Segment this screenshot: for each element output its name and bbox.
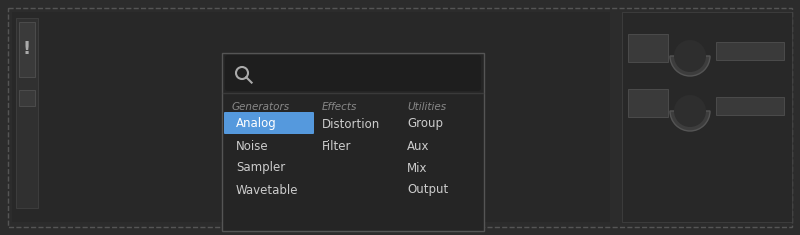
Text: Output: Output [407,184,448,196]
Text: Effects: Effects [322,102,358,112]
Text: Analog: Analog [236,118,277,130]
Text: Mix: Mix [407,161,427,175]
Text: !: ! [23,40,31,58]
Text: Noise: Noise [236,140,269,153]
Circle shape [674,40,706,72]
Bar [19,90,35,106]
FancyBboxPatch shape [224,112,314,134]
Bar [16,18,38,208]
Bar [19,22,35,77]
Circle shape [674,95,706,127]
Text: Wavetable: Wavetable [236,184,298,196]
Text: Distortion: Distortion [322,118,380,130]
Bar [628,34,668,62]
Bar [628,89,668,117]
Bar [222,53,484,231]
Wedge shape [670,56,710,76]
Bar [716,42,784,60]
Wedge shape [670,111,710,131]
Text: Group: Group [407,118,443,130]
Text: Generators: Generators [232,102,290,112]
Bar [622,12,792,222]
Bar [716,97,784,115]
Text: Sampler: Sampler [236,161,286,175]
Text: Filter: Filter [322,140,351,153]
Bar [12,12,610,222]
FancyBboxPatch shape [225,55,481,91]
Text: Aux: Aux [407,140,430,153]
Text: Utilities: Utilities [407,102,446,112]
